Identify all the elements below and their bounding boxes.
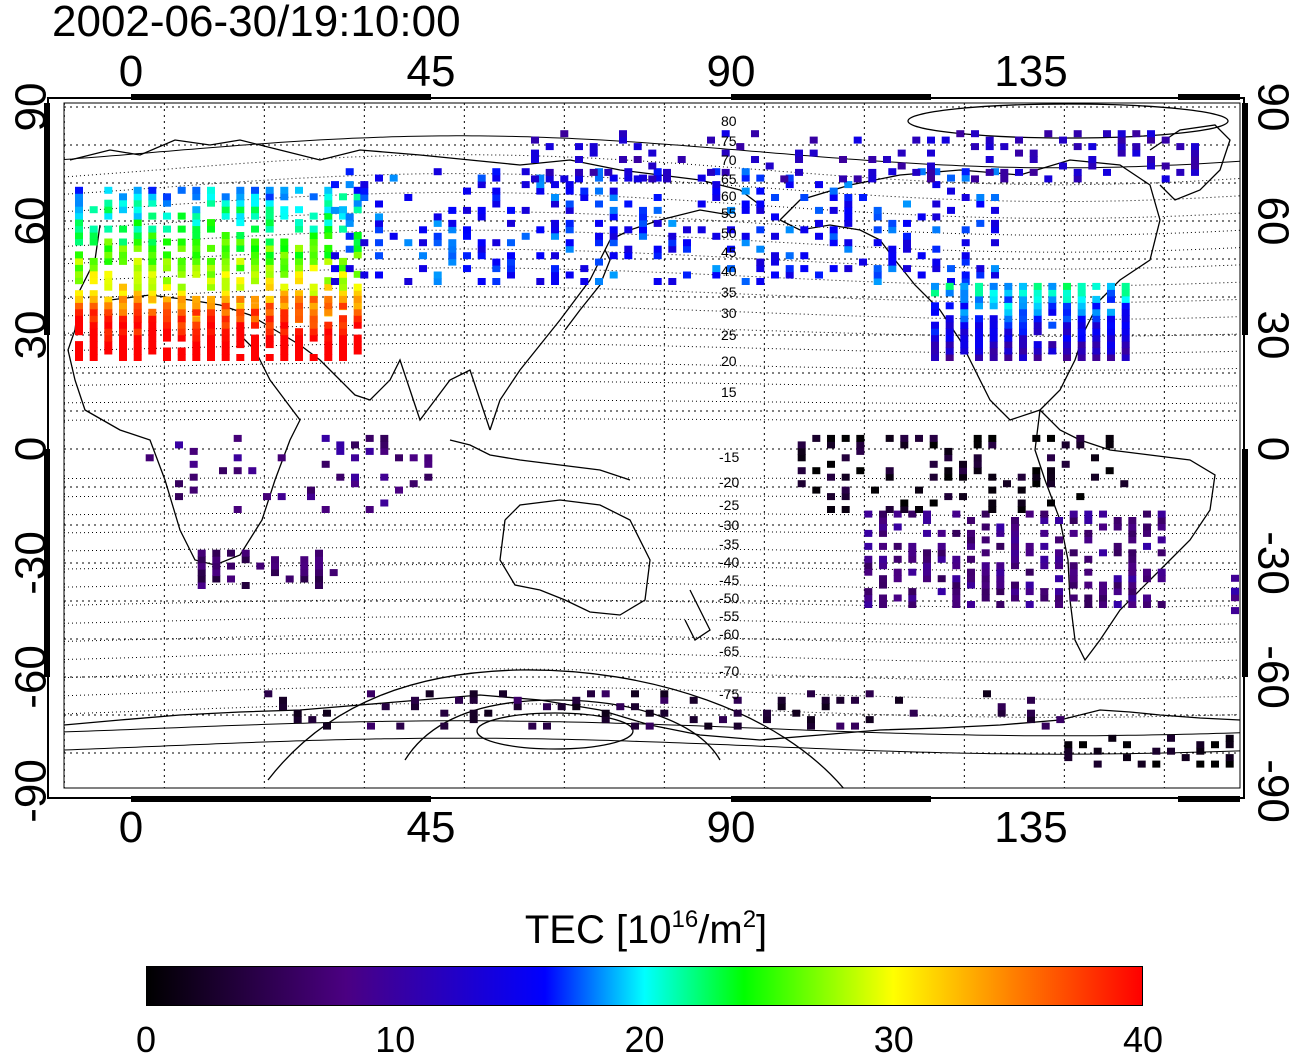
contour-label: 75	[721, 133, 737, 149]
contour-label: 30	[721, 305, 737, 321]
tec-data-cells	[75, 130, 1239, 768]
contour-label: -70	[719, 663, 739, 679]
colorbar-tick-label: 0	[135, 1019, 157, 1060]
contour-label: -45	[719, 572, 739, 588]
lon-tick-label-bottom: 45	[407, 803, 456, 852]
contour-label: 45	[721, 244, 737, 260]
colorbar-tick-label: 20	[624, 1019, 665, 1060]
contour-label: 20	[721, 353, 737, 369]
lon-tick-label-bottom: 0	[119, 803, 143, 852]
colorbar-tick-label: 10	[375, 1019, 416, 1060]
contour-label: 55	[721, 205, 737, 221]
timestamp-title: 2002-06-30/19:10:00	[52, 0, 461, 46]
contour-label: -75	[719, 686, 739, 702]
lat-tick-label-left: -60	[7, 645, 56, 709]
colorbar-tick-label: 30	[873, 1019, 914, 1060]
axis-labels: 0045459090135135180180-135-135-90-90-45-…	[7, 47, 1292, 852]
lat-tick-label-left: 30	[7, 311, 56, 360]
contour-label: 60	[721, 188, 737, 204]
contour-label: 65	[721, 171, 737, 187]
contour-label: -65	[719, 643, 739, 659]
contour-label: -60	[719, 626, 739, 642]
lat-tick-label-left: -30	[7, 531, 56, 595]
contour-label: -20	[719, 474, 739, 490]
lat-tick-label-right: -30	[1248, 531, 1292, 595]
colorbar-title: TEC [1016/m2]	[524, 906, 768, 953]
lon-tick-label-top: 135	[994, 47, 1067, 96]
lon-tick-label-top: 0	[119, 47, 143, 96]
lat-tick-label-left: -90	[7, 759, 56, 823]
lat-tick-label-right: 60	[1248, 197, 1292, 246]
lon-tick-label-bottom: 135	[994, 803, 1067, 852]
contour-label: 25	[721, 327, 737, 343]
contour-label: -35	[719, 536, 739, 552]
lat-tick-label-right: 90	[1248, 83, 1292, 132]
lon-tick-label-top: 45	[407, 47, 456, 96]
lat-tick-label-left: 90	[7, 83, 56, 132]
contour-label: 40	[721, 263, 737, 279]
tec-world-map: 8075706560555045403530252015-15-20-25-30…	[7, 47, 1292, 852]
contour-label: -40	[719, 554, 739, 570]
lat-tick-label-right: 30	[1248, 311, 1292, 360]
lon-tick-label-bottom: 90	[707, 803, 756, 852]
contour-label: 70	[721, 152, 737, 168]
lat-tick-label-right: -60	[1248, 645, 1292, 709]
contour-label: -30	[719, 517, 739, 533]
lat-tick-label-left: 60	[7, 197, 56, 246]
tec-colorbar	[146, 966, 1143, 1006]
contour-label: -50	[719, 590, 739, 606]
lat-tick-label-right: -90	[1248, 759, 1292, 823]
contour-label: 50	[721, 225, 737, 241]
colorbar-tick-label: 40	[1122, 1019, 1164, 1060]
contour-label: 80	[721, 113, 737, 129]
contour-label: -15	[719, 449, 739, 465]
contour-label: 15	[721, 384, 737, 400]
contour-label: -25	[719, 497, 739, 513]
contour-label: -55	[719, 608, 739, 624]
lon-tick-label-top: 90	[707, 47, 756, 96]
lat-tick-label-right: 0	[1248, 437, 1292, 461]
contour-label: 35	[721, 284, 737, 300]
lat-tick-label-left: 0	[7, 437, 56, 461]
